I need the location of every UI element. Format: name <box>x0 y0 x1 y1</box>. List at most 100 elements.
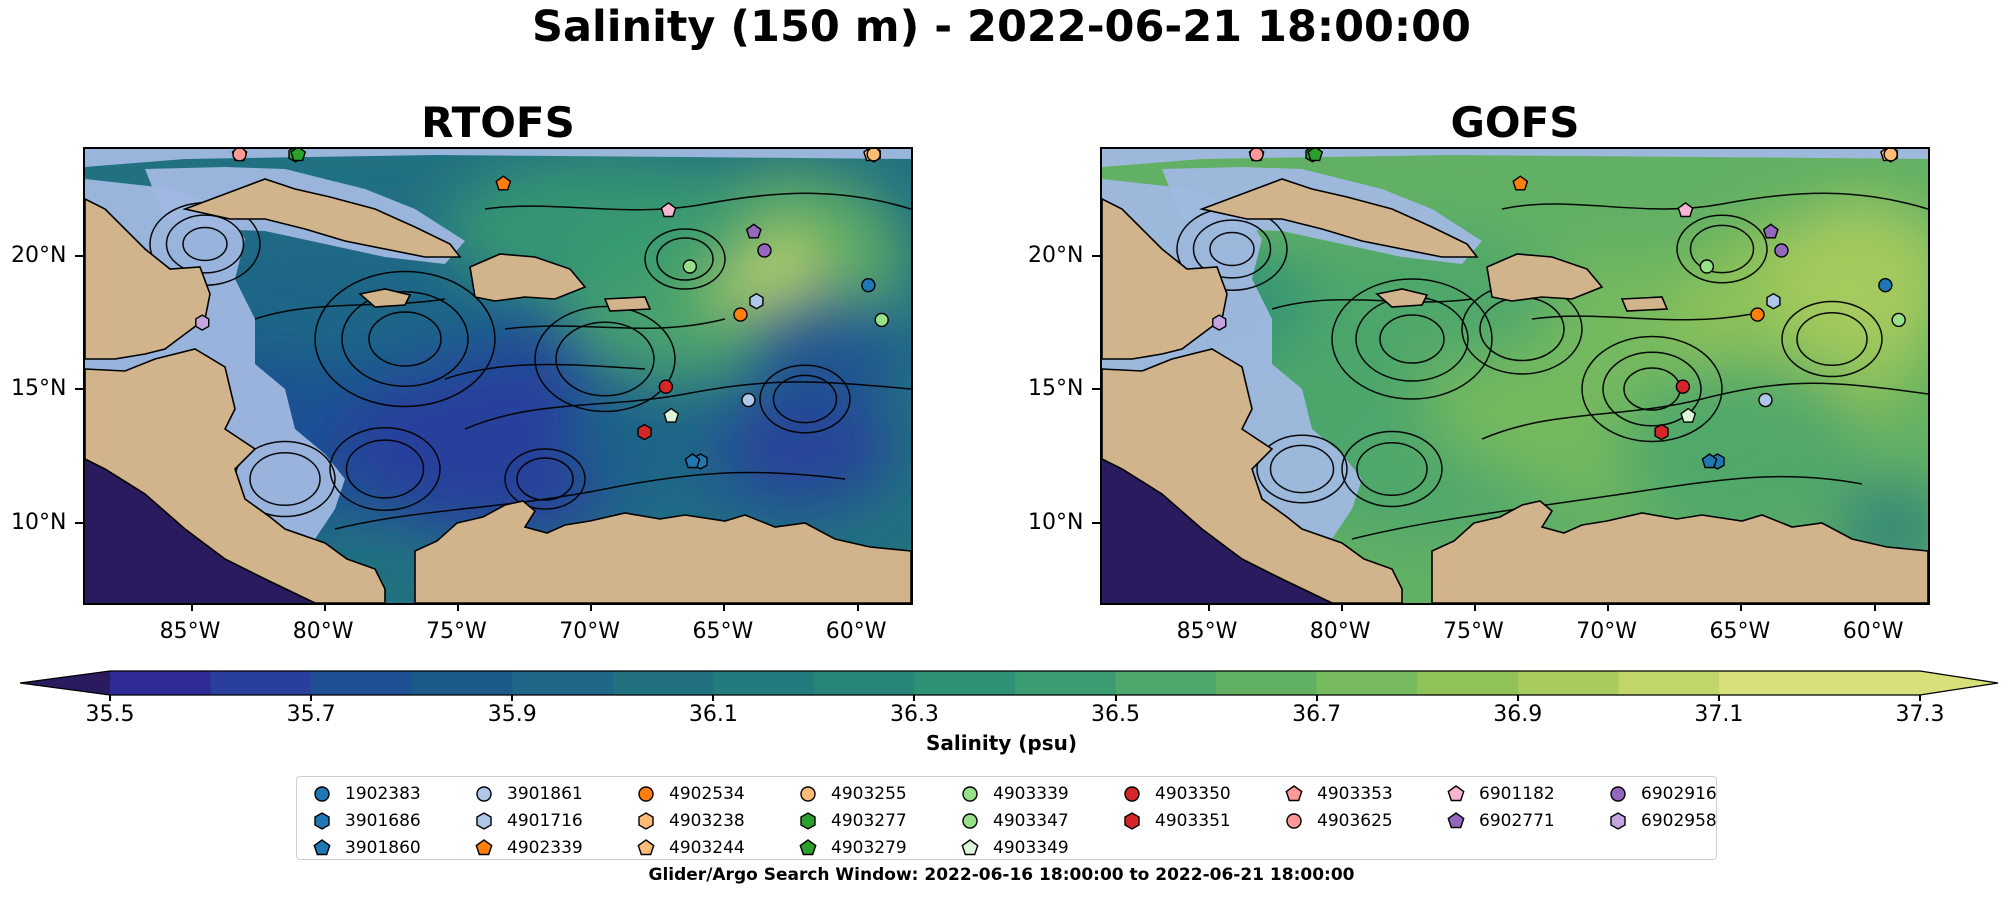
legend-item-4903347: 4903347 <box>959 810 1069 832</box>
colorbar-tick-label: 36.7 <box>1292 702 1342 727</box>
y-tick-mark <box>1092 521 1100 524</box>
legend-marker-4903350 <box>1124 786 1140 802</box>
landmass <box>414 500 911 603</box>
y-tick-label: 15°N <box>11 376 67 402</box>
x-tick-label: 70°W <box>1576 619 1637 644</box>
x-tick-label: 60°W <box>825 619 887 644</box>
legend-item-4903339: 4903339 <box>959 783 1069 805</box>
legend-marker-6901182 <box>1447 785 1465 802</box>
legend-item-6902771: 6902771 <box>1445 810 1555 832</box>
colorbar-tick-mark <box>712 695 715 701</box>
legend-item-4902534: 4902534 <box>635 783 745 805</box>
y-tick-mark <box>75 521 83 524</box>
legend-item-4903279: 4903279 <box>797 837 907 859</box>
colorbar-segment <box>713 671 815 695</box>
colorbar-tick-label: 35.5 <box>85 702 135 727</box>
legend-label: 4903277 <box>831 811 907 831</box>
colorbar-label: Salinity (psu) <box>925 731 1077 755</box>
colorbar-tick-mark <box>511 695 514 701</box>
legend-item-3901860: 3901860 <box>311 837 421 859</box>
colorbar-tick-label: 35.9 <box>487 702 537 727</box>
legend-item-4903351: 4903351 <box>1121 810 1231 832</box>
y-tick-label: 15°N <box>1028 376 1084 402</box>
float-marker-4901716 <box>749 292 764 310</box>
legend-marker-6902958 <box>1610 812 1626 830</box>
legend-marker-4903339 <box>962 786 978 802</box>
streamlines-0 <box>149 192 911 530</box>
landmass <box>85 198 211 360</box>
float-marker-4903351 <box>637 423 652 441</box>
colorbar-tick-mark <box>1717 695 1720 701</box>
float-marker-4903339 <box>1699 259 1715 274</box>
x-tick-mark <box>723 603 726 611</box>
float-marker-4903349 <box>663 407 680 423</box>
legend-label: 4903255 <box>831 784 907 804</box>
search-window-caption: Glider/Argo Search Window: 2022-06-16 18… <box>648 865 1355 885</box>
colorbar-tick-label: 36.1 <box>688 702 738 727</box>
legend-marker-4903349 <box>961 839 979 856</box>
float-marker-4903279 <box>1307 149 1324 162</box>
colorbar-tick-mark <box>109 695 111 701</box>
landmass <box>603 296 652 312</box>
legend-marker-3901860 <box>313 839 331 856</box>
colorbar-tick-mark <box>913 695 916 701</box>
float-marker-3901860 <box>1701 453 1718 469</box>
y-tick-label: 20°N <box>11 242 67 268</box>
legend-marker-1902383 <box>314 786 330 802</box>
colorbar-segment <box>1115 671 1217 695</box>
colorbar-segment <box>1618 671 1720 695</box>
x-tick-label: 80°W <box>292 619 354 644</box>
x-tick-mark <box>856 603 859 611</box>
legend-label: 4903244 <box>669 838 745 858</box>
landmass <box>1375 288 1429 308</box>
legend-label: 4903238 <box>669 811 745 831</box>
float-marker-6902916 <box>757 243 772 258</box>
legend-label: 3901860 <box>345 838 421 858</box>
landmass <box>1486 253 1604 302</box>
salinity-field-1 <box>1102 149 1928 603</box>
legend-item-4903238: 4903238 <box>635 810 745 832</box>
float-marker-4903350 <box>1675 379 1691 394</box>
colorbar-tick-mark <box>310 695 313 701</box>
y-tick-mark <box>75 388 83 391</box>
legend-label: 6902916 <box>1641 784 1717 804</box>
colorbar-extend-low <box>20 671 110 695</box>
x-tick-label: 70°W <box>559 619 620 644</box>
legend-item-3901861: 3901861 <box>473 783 583 805</box>
landmass <box>85 348 386 603</box>
y-tick-mark <box>1092 254 1100 257</box>
legend-item-4903349: 4903349 <box>959 837 1069 859</box>
landmass <box>358 288 412 308</box>
figure-title: Salinity (150 m) - 2022-06-21 18:00:00 <box>532 2 1471 52</box>
legend-item-4903244: 4903244 <box>635 837 745 859</box>
legend-marker-4903279 <box>799 839 817 856</box>
colorbar-tick-label: 35.7 <box>286 702 336 727</box>
colorbar-tick-label: 36.5 <box>1091 702 1141 727</box>
legend-item-4903625: 4903625 <box>1283 810 1393 832</box>
float-marker-4903351 <box>1654 423 1669 441</box>
colorbar-segment <box>1718 671 1821 695</box>
legend-label: 3901686 <box>345 811 421 831</box>
landmass <box>1431 500 1928 603</box>
float-marker-3901861 <box>1758 392 1773 408</box>
x-tick-label: 60°W <box>1842 619 1904 644</box>
x-tick-label: 85°W <box>159 619 221 644</box>
rtofs-panel-title: RTOFS <box>421 98 575 147</box>
salinity-colorbar <box>20 670 1999 696</box>
x-tick-label: 75°W <box>426 619 487 644</box>
colorbar-segment <box>110 671 212 695</box>
legend-item-6902958: 6902958 <box>1607 810 1717 832</box>
float-marker-4903625 <box>232 149 247 162</box>
legend-item-4903255: 4903255 <box>797 783 907 805</box>
legend-marker-4903277 <box>800 812 816 830</box>
legend-marker-3901861 <box>476 786 492 802</box>
legend-item-4903353: 4903353 <box>1283 783 1393 805</box>
x-tick-label: 85°W <box>1176 619 1238 644</box>
colorbar-segment <box>1517 671 1619 695</box>
float-marker-6902958 <box>1212 314 1227 331</box>
float-marker-6902916 <box>1774 243 1789 258</box>
legend-marker-4903353 <box>1285 785 1303 802</box>
x-tick-label: 80°W <box>1309 619 1371 644</box>
x-tick-mark <box>457 603 460 611</box>
x-tick-mark <box>1474 603 1477 611</box>
